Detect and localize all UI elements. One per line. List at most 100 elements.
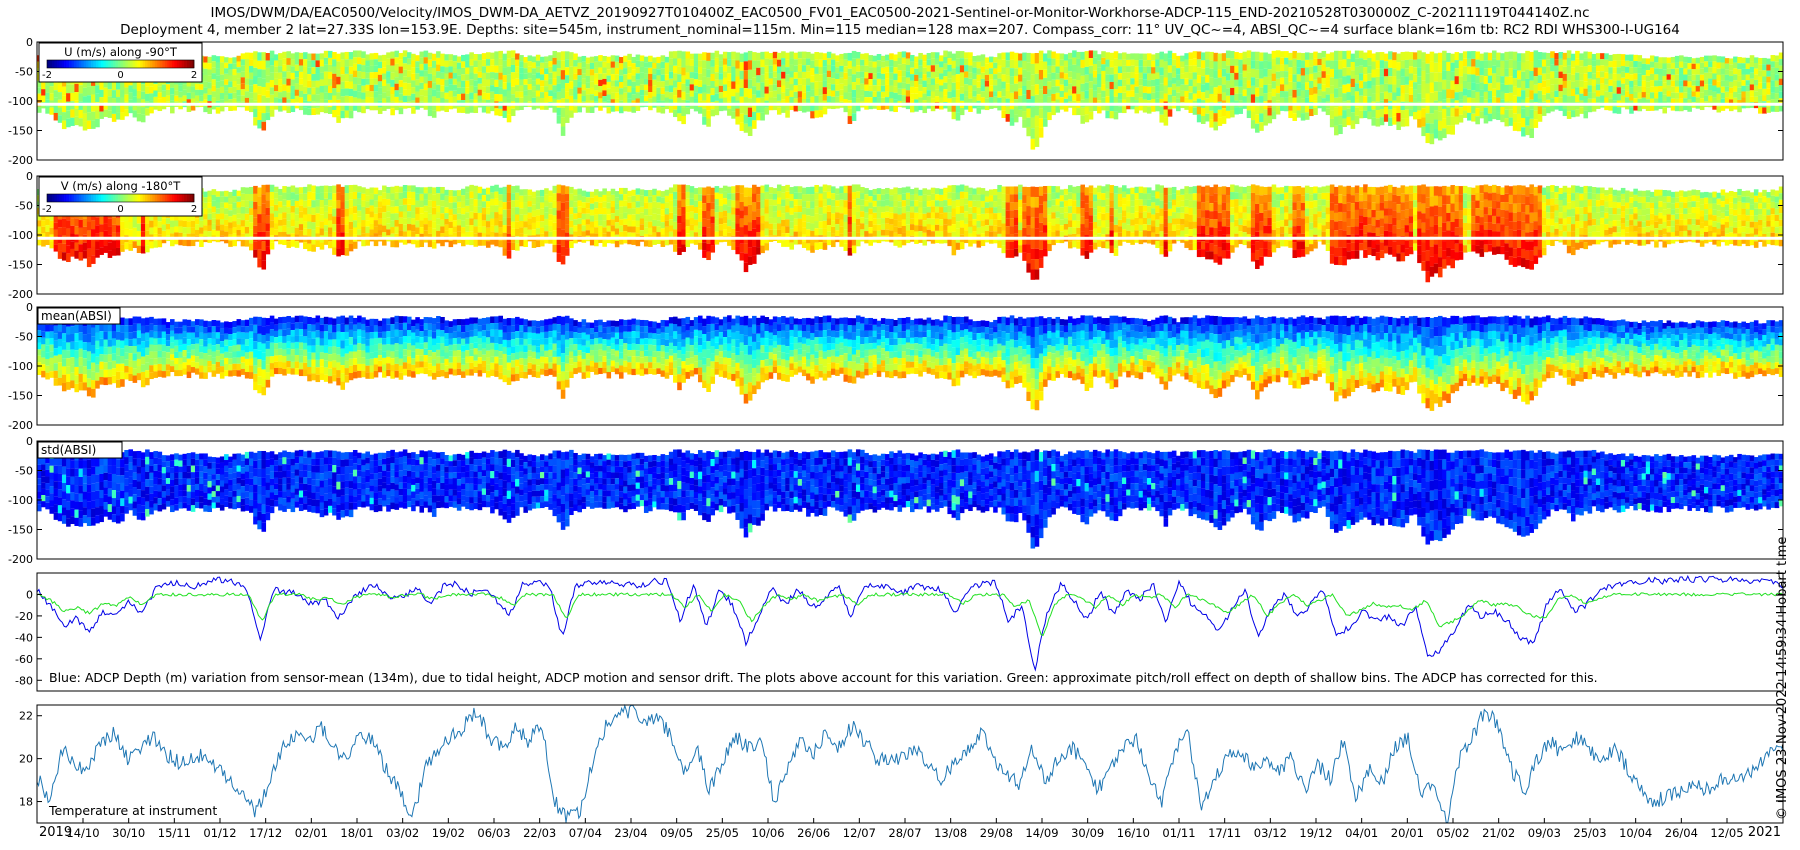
- heatmap-cell: [307, 236, 312, 244]
- heatmap-cell: [1288, 81, 1293, 90]
- heatmap-cell: [943, 95, 948, 102]
- heatmap-cell: [377, 107, 383, 114]
- heatmap-cell: [319, 85, 325, 93]
- heatmap-cell: [1753, 57, 1759, 63]
- heatmap-cell: [972, 79, 977, 86]
- heatmap-cell: [776, 66, 782, 74]
- heatmap-cell: [1013, 114, 1019, 123]
- heatmap-cell: [1067, 52, 1073, 59]
- heatmap-cell: [980, 66, 986, 73]
- heatmap-cell: [311, 53, 316, 61]
- heatmap-cell: [1101, 84, 1106, 91]
- heatmap-cell: [1309, 73, 1314, 81]
- heatmap-cell: [1043, 94, 1048, 103]
- heatmap-cell: [1492, 96, 1497, 104]
- heatmap-cell: [984, 69, 990, 75]
- heatmap-cell: [1113, 81, 1119, 90]
- heatmap-cell: [61, 86, 67, 96]
- heatmap-cell: [714, 79, 720, 87]
- heatmap-cell: [656, 56, 661, 64]
- heatmap-cell: [219, 219, 225, 225]
- heatmap-cell: [1063, 105, 1069, 112]
- heatmap-cell: [1292, 97, 1298, 106]
- heatmap-cell: [70, 92, 75, 102]
- heatmap-cell: [1063, 60, 1069, 67]
- heatmap-cell: [357, 50, 362, 58]
- heatmap-cell: [1637, 98, 1643, 106]
- heatmap-cell: [1134, 66, 1140, 74]
- heatmap-cell: [490, 98, 495, 105]
- heatmap-cell: [328, 206, 333, 214]
- heatmap-cell: [1400, 60, 1406, 69]
- heatmap-cell: [481, 214, 487, 221]
- heatmap-cell: [980, 54, 986, 61]
- heatmap-cell: [589, 75, 595, 82]
- heatmap-cell: [1778, 65, 1784, 73]
- heatmap-cell: [1471, 90, 1476, 99]
- heatmap-cell: [934, 83, 940, 90]
- heatmap-cell: [1009, 51, 1015, 60]
- heatmap-cell: [831, 65, 836, 72]
- heatmap-cell: [140, 84, 146, 92]
- heatmap-cell: [477, 65, 483, 72]
- heatmap-cell: [170, 107, 175, 114]
- heatmap-cell: [1296, 103, 1302, 111]
- heatmap-cell: [1633, 61, 1638, 68]
- heatmap-cell: [1753, 91, 1759, 97]
- heatmap-cell: [1338, 50, 1343, 61]
- heatmap-cell: [756, 97, 761, 106]
- heatmap-cell: [182, 95, 188, 102]
- heatmap-cell: [1138, 91, 1144, 98]
- heatmap-cell: [153, 84, 158, 91]
- heatmap-cell: [569, 88, 574, 96]
- heatmap-cell: [872, 79, 878, 86]
- heatmap-cell: [814, 88, 819, 96]
- heatmap-cell: [681, 51, 686, 60]
- heatmap-cell: [540, 62, 545, 69]
- heatmap-cell: [307, 87, 312, 95]
- heatmap-cell: [1408, 94, 1414, 102]
- heatmap-cell: [797, 84, 803, 92]
- heatmap-cell: [1608, 85, 1613, 93]
- heatmap-cell: [190, 98, 196, 105]
- heatmap-cell: [1242, 70, 1248, 78]
- heatmap-cell: [199, 84, 204, 90]
- heatmap-cell: [1255, 60, 1260, 70]
- heatmap-cell: [1679, 73, 1684, 81]
- heatmap-cell: [236, 218, 242, 225]
- heatmap-cell: [244, 187, 250, 195]
- heatmap-cell: [91, 220, 96, 230]
- heatmap-cell: [369, 84, 375, 92]
- heatmap-cell: [1076, 94, 1081, 102]
- heatmap-cell: [194, 224, 200, 230]
- heatmap-cell: [710, 95, 716, 103]
- heatmap-cell: [1113, 89, 1119, 97]
- heatmap-cell: [1471, 58, 1476, 67]
- heatmap-cell: [598, 98, 603, 105]
- heatmap-cell: [826, 64, 832, 71]
- heatmap-cell: [502, 240, 508, 249]
- heatmap-cell: [872, 102, 878, 109]
- colorbar-swatch: [105, 60, 109, 68]
- heatmap-cell: [976, 81, 982, 88]
- heatmap-cell: [851, 105, 857, 114]
- heatmap-cell: [436, 57, 441, 65]
- heatmap-cell: [365, 72, 370, 79]
- heatmap-cell: [340, 81, 346, 89]
- heatmap-cell: [265, 207, 271, 216]
- heatmap-cell: [53, 244, 59, 252]
- heatmap-cell: [1043, 77, 1048, 87]
- heatmap-cell: [1408, 109, 1414, 117]
- heatmap-cell: [955, 105, 961, 113]
- heatmap-cell: [810, 67, 815, 76]
- heatmap-cell: [394, 77, 400, 84]
- heatmap-cell: [498, 214, 503, 221]
- heatmap-cell: [1537, 75, 1543, 84]
- heatmap-cell: [1171, 96, 1177, 103]
- heatmap-cell: [527, 206, 533, 213]
- heatmap-cell: [1704, 78, 1709, 85]
- heatmap-cell: [905, 64, 911, 72]
- heatmap-cell: [1620, 77, 1626, 84]
- colorbar-swatch: [169, 60, 173, 68]
- colorbar-swatch: [73, 60, 77, 68]
